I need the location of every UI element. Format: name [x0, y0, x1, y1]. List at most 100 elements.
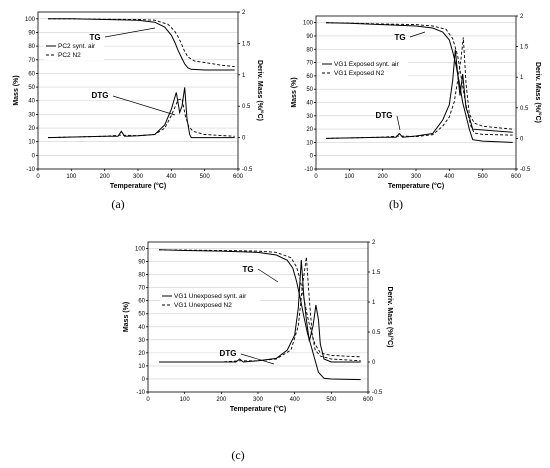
y-tick-label: 90 — [28, 30, 35, 36]
legend-entry: PC2 synt. air — [58, 43, 96, 50]
legend-entry: VG1 Exposed N2 — [334, 70, 385, 77]
y-tick-label: 10 — [28, 140, 35, 146]
legend: VG1 Unexposed synt. air VG1 Unexposed N2 — [160, 290, 260, 310]
y2-tick-label: 2 — [242, 10, 246, 16]
y-tick-label: 20 — [306, 127, 313, 133]
legend-entry: VG1 Unexposed synt. air — [174, 293, 247, 300]
y2-tick-label: 2 — [372, 240, 376, 246]
legend-entry: VG1 Unexposed N2 — [174, 302, 232, 309]
x-tick-label: 100 — [66, 174, 77, 180]
annotation-dtg: DTG — [92, 91, 109, 100]
x-tick-label: 300 — [133, 174, 144, 180]
y-tick-label: 40 — [306, 100, 313, 106]
y-axis-label: Mass (%) — [123, 302, 130, 332]
y2-tick-label: -0.5 — [520, 167, 531, 173]
x-tick-label: 0 — [36, 174, 40, 180]
x-tick-label: 100 — [344, 174, 355, 180]
x-tick-label: 600 — [233, 174, 244, 180]
y-tick-label: 100 — [25, 17, 36, 23]
x-axis-label: Temperature (°C) — [110, 182, 166, 190]
y-tick-label: 0 — [32, 153, 36, 159]
y-tick-label: -10 — [136, 390, 145, 396]
y-axis-label: Mass (%) — [13, 75, 20, 105]
y2-tick-label: 0.5 — [372, 330, 381, 336]
series-line-tg-air — [158, 249, 361, 381]
y-axis-label: Mass (%) — [291, 77, 298, 107]
annotation-arrow — [112, 95, 176, 116]
y2-tick-label: 0 — [242, 136, 246, 142]
y2-axis-label: Deriv. Mass (%/°C) — [386, 286, 394, 347]
panel-label: (a) — [111, 197, 124, 211]
annotation-dtg: DTG — [376, 111, 393, 120]
series-line-dtg-air — [325, 49, 513, 139]
legend-box — [44, 40, 104, 60]
legend-entry: PC2 N2 — [58, 52, 81, 59]
y-tick-label: 80 — [138, 273, 145, 279]
chart-panel-2: 0 100 200 300 400 500 600-10010203040506070809… — [291, 14, 542, 211]
x-tick-label: 300 — [253, 397, 264, 403]
series-line-tg-n2 — [325, 22, 513, 136]
annotation-arrow — [104, 27, 156, 38]
x-tick-label: 400 — [290, 397, 301, 403]
legend: PC2 synt. air PC2 N2 — [44, 40, 104, 60]
x-tick-label: 0 — [146, 397, 150, 403]
y-tick-label: 70 — [28, 58, 35, 64]
x-tick-label: 200 — [100, 174, 111, 180]
x-tick-label: 200 — [378, 174, 389, 180]
y-tick-label: 70 — [138, 286, 145, 292]
y2-tick-label: 1.5 — [372, 270, 381, 276]
chart-panel-1: 0 100 200 300 400 500 600-10010203040506070809… — [13, 10, 264, 211]
y2-tick-label: 0.5 — [242, 104, 251, 110]
y-tick-label: 40 — [28, 99, 35, 105]
y-tick-label: 40 — [138, 325, 145, 331]
x-tick-label: 100 — [180, 397, 191, 403]
y-tick-label: 80 — [306, 47, 313, 53]
y-tick-label: -10 — [26, 167, 35, 173]
y-tick-label: 50 — [28, 85, 35, 91]
plot-frame — [315, 15, 517, 170]
series-line-tg-n2 — [48, 18, 235, 68]
legend-box — [160, 290, 260, 310]
y-tick-label: 20 — [28, 126, 35, 132]
annotation-tg: TG — [394, 33, 405, 42]
y2-axis-label: Deriv. Mass (%/°C) — [256, 60, 264, 121]
y-tick-label: 60 — [28, 71, 35, 77]
annotation-tg: TG — [89, 33, 100, 42]
y-tick-label: 100 — [303, 21, 314, 27]
y-tick-label: 90 — [306, 34, 313, 40]
panel-label: (c) — [231, 448, 244, 462]
x-axis-label: Temperature (°C) — [388, 182, 444, 190]
y2-tick-label: 1.5 — [520, 45, 529, 51]
legend-entry: VG1 Exposed synt. air — [334, 61, 400, 68]
y-tick-label: 30 — [138, 338, 145, 344]
y-tick-label: 30 — [306, 114, 313, 120]
y2-tick-label: 1.5 — [242, 41, 251, 47]
y2-tick-label: 2 — [520, 14, 524, 20]
panel-label: (b) — [389, 197, 403, 211]
plot-frame — [147, 241, 369, 393]
y2-tick-label: 0 — [520, 136, 524, 142]
series-line-dtg-n2 — [47, 98, 235, 139]
plot-frame — [37, 11, 239, 170]
annotation-tg: TG — [242, 265, 253, 274]
series-line-dtg-n2 — [325, 37, 513, 139]
annotation-arrow — [409, 31, 426, 38]
y2-tick-label: -0.5 — [242, 167, 253, 173]
y-tick-label: 20 — [138, 351, 145, 357]
chart-panel-3: 0 100 200 300 400 500 600-10010203040506070809… — [123, 240, 394, 462]
y-tick-label: 70 — [306, 61, 313, 67]
y-tick-label: 90 — [138, 260, 145, 266]
y2-tick-label: 0.5 — [520, 106, 529, 112]
x-axis-label: Temperature (°C) — [230, 405, 286, 413]
x-tick-label: 400 — [166, 174, 177, 180]
x-tick-label: 500 — [478, 174, 489, 180]
y-tick-label: 10 — [306, 140, 313, 146]
series-line-tg-air — [325, 22, 513, 143]
y-tick-label: 10 — [138, 364, 145, 370]
y-tick-label: 50 — [138, 312, 145, 318]
y-tick-label: 50 — [306, 87, 313, 93]
y2-axis-label: Deriv. Mass (%/°C) — [534, 62, 542, 123]
y-tick-label: 30 — [28, 112, 35, 118]
y2-tick-label: 1 — [520, 75, 524, 81]
